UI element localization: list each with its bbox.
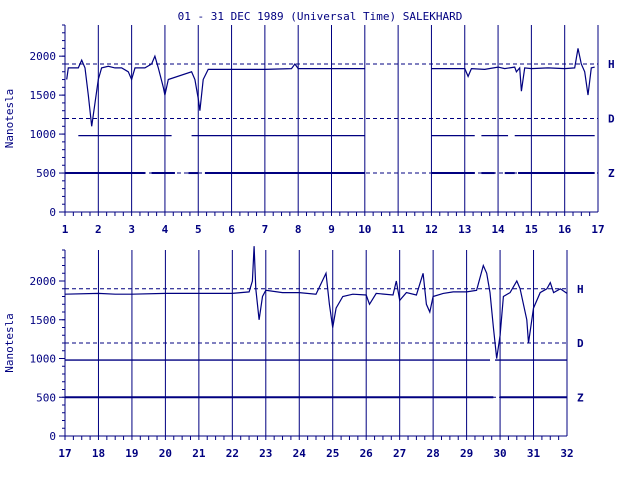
chart-title: 01 - 31 DEC 1989 (Universal Time) SALEKH… bbox=[178, 10, 463, 23]
series-line-H bbox=[64, 246, 568, 359]
y-tick-label: 0 bbox=[49, 206, 56, 219]
y-tick-label: 0 bbox=[49, 430, 56, 443]
legend-label-H: H bbox=[608, 58, 615, 71]
legend-label-Z: Z bbox=[608, 167, 615, 180]
x-tick-label: 23 bbox=[259, 447, 272, 460]
x-tick-label: 31 bbox=[527, 447, 541, 460]
x-tick-label: 29 bbox=[460, 447, 473, 460]
y-tick-label: 2000 bbox=[30, 275, 57, 288]
x-tick-label: 14 bbox=[491, 223, 505, 236]
y-tick-label: 1000 bbox=[30, 128, 57, 141]
y-tick-label: 1500 bbox=[30, 89, 57, 102]
x-tick-label: 11 bbox=[392, 223, 406, 236]
x-tick-label: 7 bbox=[262, 223, 269, 236]
x-tick-label: 26 bbox=[360, 447, 374, 460]
x-tick-label: 22 bbox=[226, 447, 239, 460]
chart-panel-bottom: 17 18 19 20 21 22 23 24 25 26 27 28 29 30 31 32 0 500 1000… bbox=[3, 246, 584, 460]
y-axis-label: Nanotesla bbox=[3, 313, 16, 373]
y-tick-label: 1000 bbox=[30, 353, 57, 366]
legend-label-D: D bbox=[608, 113, 615, 126]
x-tick-label: 32 bbox=[560, 447, 573, 460]
x-tick-label: 20 bbox=[159, 447, 172, 460]
x-tick-label: 5 bbox=[195, 223, 202, 236]
series-line-H bbox=[431, 48, 595, 96]
x-tick-label: 17 bbox=[58, 447, 71, 460]
x-tick-label: 3 bbox=[128, 223, 135, 236]
x-tick-label: 12 bbox=[425, 223, 438, 236]
x-tick-label: 25 bbox=[326, 447, 339, 460]
x-tick-label: 28 bbox=[427, 447, 440, 460]
x-tick-label: 18 bbox=[92, 447, 105, 460]
x-tick-label: 19 bbox=[125, 447, 138, 460]
x-tick-label: 6 bbox=[228, 223, 235, 236]
x-tick-label: 15 bbox=[525, 223, 538, 236]
series-line-H bbox=[66, 54, 365, 127]
x-tick-label: 13 bbox=[458, 223, 471, 236]
y-tick-label: 1500 bbox=[30, 314, 57, 327]
x-tick-label: 24 bbox=[293, 447, 307, 460]
x-tick-label: 21 bbox=[192, 447, 206, 460]
y-tick-label: 500 bbox=[36, 391, 56, 404]
x-tick-label: 17 bbox=[591, 223, 604, 236]
y-tick-label: 500 bbox=[36, 167, 56, 180]
x-tick-label: 16 bbox=[558, 223, 572, 236]
x-tick-label: 10 bbox=[358, 223, 371, 236]
x-tick-label: 2 bbox=[95, 223, 102, 236]
legend-label-Z: Z bbox=[577, 391, 584, 404]
chart-panel-top: 1 2 3 4 5 6 7 8 9 10 11 12 13 14 15 16 17050010001500200… bbox=[3, 24, 615, 236]
x-tick-label: 8 bbox=[295, 223, 302, 236]
x-tick-label: 4 bbox=[162, 223, 169, 236]
legend-label-H: H bbox=[577, 283, 584, 296]
x-tick-label: 9 bbox=[328, 223, 335, 236]
y-axis-label: Nanotesla bbox=[3, 89, 16, 149]
x-tick-label: 1 bbox=[62, 223, 69, 236]
y-tick-label: 2000 bbox=[30, 50, 57, 63]
x-tick-label: 30 bbox=[493, 447, 506, 460]
x-tick-label: 27 bbox=[393, 447, 406, 460]
legend-label-D: D bbox=[577, 337, 584, 350]
